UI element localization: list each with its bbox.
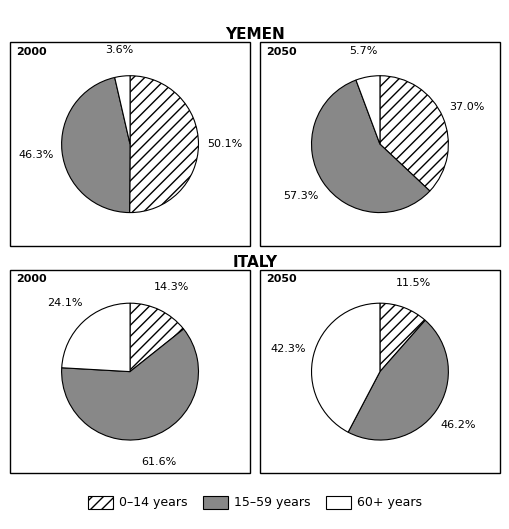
Text: 2000: 2000 <box>16 274 47 284</box>
Text: 2000: 2000 <box>16 47 47 57</box>
Text: 46.2%: 46.2% <box>439 420 474 430</box>
Text: 3.6%: 3.6% <box>105 45 133 56</box>
Text: 46.3%: 46.3% <box>18 150 54 160</box>
Text: 37.0%: 37.0% <box>448 102 484 112</box>
Wedge shape <box>62 303 130 371</box>
Legend: 0–14 years, 15–59 years, 60+ years: 0–14 years, 15–59 years, 60+ years <box>83 491 426 514</box>
Text: 42.3%: 42.3% <box>270 344 305 354</box>
Text: ITALY: ITALY <box>232 256 277 270</box>
Text: 14.3%: 14.3% <box>153 281 188 291</box>
Text: 2050: 2050 <box>266 274 296 284</box>
Text: 24.1%: 24.1% <box>47 298 83 308</box>
Wedge shape <box>62 329 198 440</box>
Text: 11.5%: 11.5% <box>395 278 430 288</box>
Wedge shape <box>348 320 447 440</box>
Text: YEMEN: YEMEN <box>224 27 285 42</box>
Wedge shape <box>379 76 447 191</box>
Wedge shape <box>355 76 379 144</box>
Wedge shape <box>311 80 429 213</box>
Wedge shape <box>129 76 198 213</box>
Text: 61.6%: 61.6% <box>141 457 176 467</box>
Wedge shape <box>379 303 425 371</box>
Wedge shape <box>62 77 130 213</box>
Text: 57.3%: 57.3% <box>283 191 319 202</box>
Text: 2050: 2050 <box>266 47 296 57</box>
Wedge shape <box>115 76 130 144</box>
Wedge shape <box>311 303 379 432</box>
Wedge shape <box>130 303 183 371</box>
Text: 5.7%: 5.7% <box>348 46 377 56</box>
Text: 50.1%: 50.1% <box>207 140 242 150</box>
